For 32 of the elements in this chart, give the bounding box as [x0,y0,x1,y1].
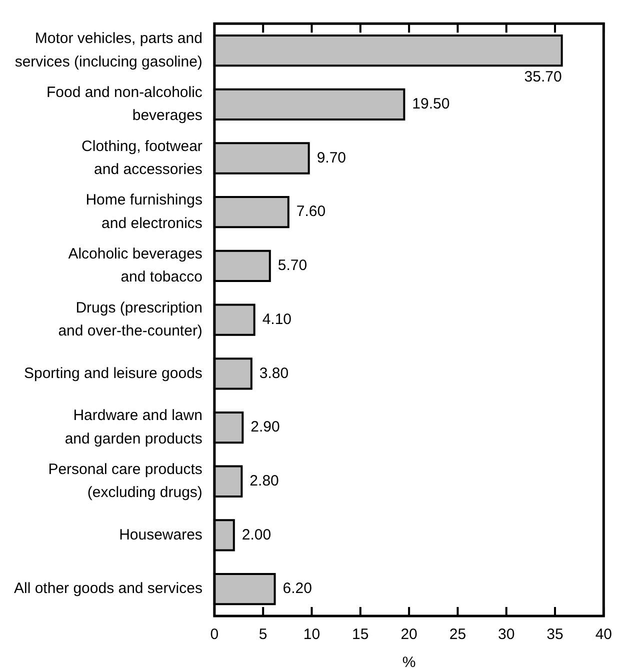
x-tick-label: 0 [210,626,219,644]
y-tick-label: Clothing, footwear and accessories [82,138,202,178]
data-label: 9.70 [316,149,346,166]
x-tick-label: 30 [498,626,515,644]
x-tick-label: 10 [303,626,320,644]
data-label: 2.90 [250,418,280,436]
data-label: 35.70 [524,68,562,86]
data-label: 2.80 [250,472,279,490]
data-label: 19.50 [412,96,450,113]
y-tick-label: Sporting and leisure goods [24,364,202,382]
x-tick-label: 25 [449,626,466,644]
y-tick-label: Home furnishings and electronics [86,192,202,232]
data-label: 2.00 [242,526,272,544]
y-tick-label: Food and non-alcoholic beverages [46,84,203,124]
x-tick-label: 35 [546,626,564,644]
y-tick-label: Alcoholic beverages and tobacco [68,245,202,286]
data-label: 4.10 [262,310,292,328]
data-label: 5.70 [278,257,308,274]
y-tick-label: Personal care products (excluding drugs) [48,460,202,502]
y-tick-label: All other goods and services [14,580,202,598]
x-tick-label: 15 [352,626,369,644]
data-label: 3.80 [259,364,289,382]
y-tick-label: Hardware and lawn and garden products [64,407,202,448]
x-tick-label: 20 [400,626,418,644]
x-tick-label: 40 [595,626,612,644]
data-label: 7.60 [296,203,326,220]
x-axis-title: % [402,654,416,672]
y-tick-label: Motor vehicles, parts and services (inclucing gasoline) [14,30,202,70]
x-tick-label: 5 [258,626,268,644]
y-tick-label: Drugs (prescription and over-the-counter) [58,299,202,340]
y-tick-label: Housewares [119,526,202,544]
data-label: 6.20 [282,580,312,598]
